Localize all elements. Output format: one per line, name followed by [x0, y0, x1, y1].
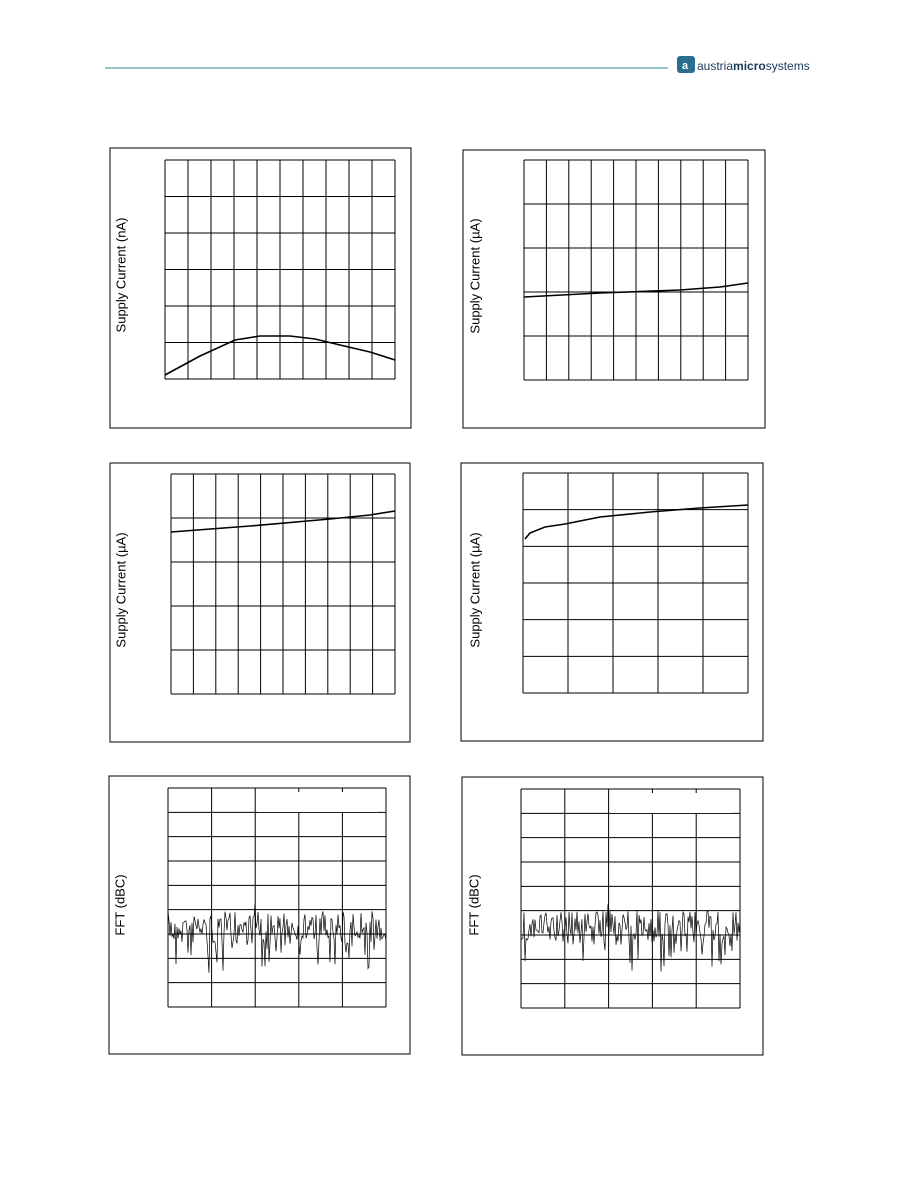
figure-frame: [461, 776, 764, 1056]
figure: FFT (dBC): [108, 775, 411, 1055]
y-axis-label: Supply Current (nA): [113, 218, 128, 333]
figure-frame: [109, 462, 411, 743]
curve: [170, 510, 396, 533]
figure: FFT (dBC): [461, 776, 764, 1056]
figure: Supply Current (µA): [460, 462, 764, 742]
logo-highlight: micro: [733, 59, 766, 73]
figure: Supply Current (µA): [462, 149, 766, 429]
figure-frame: [462, 149, 766, 429]
figure: Supply Current (µA): [109, 462, 411, 743]
logo: a austriamicrosystems: [677, 56, 810, 73]
y-axis-label: Supply Current (µA): [467, 218, 482, 333]
logo-icon-glyph: a: [682, 60, 689, 72]
figure-frame: [108, 775, 411, 1055]
logo-prefix: austria: [697, 59, 733, 73]
y-axis-label: FFT (dBC): [466, 874, 481, 935]
y-axis-label: Supply Current (µA): [467, 532, 482, 647]
logo-suffix: systems: [766, 59, 810, 73]
fft-trace: [167, 903, 387, 973]
fft-trace: [520, 903, 741, 972]
y-axis-label: Supply Current (µA): [113, 532, 128, 647]
legend-box: [611, 793, 731, 813]
curve: [524, 504, 749, 540]
figure-frame: [460, 462, 764, 742]
figure: Supply Current (nA): [109, 147, 412, 429]
y-axis-label: FFT (dBC): [112, 874, 127, 935]
figure-frame: [109, 147, 412, 429]
curve: [523, 282, 749, 298]
legend-box: [258, 792, 378, 812]
curve: [164, 335, 396, 376]
logo-icon: [677, 56, 695, 73]
logo-text: austriamicrosystems: [697, 59, 810, 73]
